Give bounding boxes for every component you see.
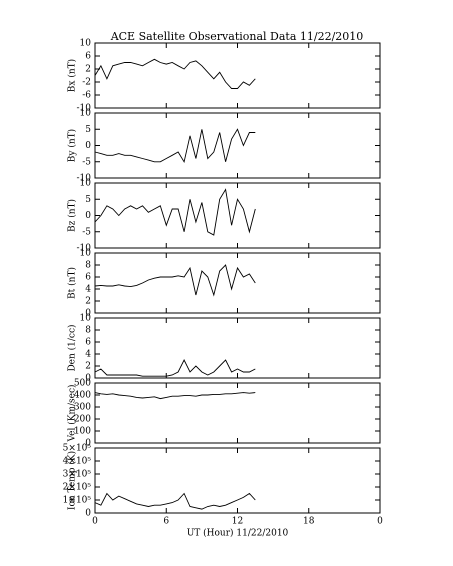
y-tick-label: 0 <box>85 141 91 151</box>
y-tick-label: 4 <box>85 285 91 295</box>
y-axis-label: Bt (nT) <box>67 267 78 299</box>
y-tick-label: 300 <box>74 403 91 413</box>
y-tick-label: 6 <box>85 273 91 283</box>
x-tick-label: 12 <box>232 517 243 527</box>
data-line <box>94 392 256 400</box>
y-tick-label: 2 <box>85 362 91 372</box>
panel-frame <box>94 112 381 179</box>
y-tick-label: 4 <box>85 350 91 360</box>
y-axis-label: By (nT) <box>67 129 78 162</box>
y-tick-label: 10 <box>80 179 92 189</box>
y-tick-label: 1×10⁵ <box>63 496 92 506</box>
x-tick-label: 18 <box>303 517 315 527</box>
y-axis-label: Ion Temp (K) <box>67 451 78 510</box>
y-tick-label: 5 <box>85 125 91 135</box>
data-line <box>94 128 256 163</box>
y-tick-label: -10 <box>77 174 92 184</box>
data-line <box>94 358 256 377</box>
data-line <box>94 492 256 510</box>
y-tick-label: 0 <box>85 374 91 384</box>
y-tick-label: 2×10⁵ <box>63 483 92 493</box>
y-tick-label: 100 <box>74 427 91 437</box>
y-tick-label: 6 <box>85 52 91 62</box>
chart-title: ACE Satellite Observational Data 11/22/2… <box>110 30 364 43</box>
y-axis-label: Den (1/cc) <box>67 324 78 371</box>
y-tick-label: 0 <box>85 309 91 319</box>
y-tick-label: 2 <box>85 65 91 75</box>
y-tick-label: 10 <box>80 109 92 119</box>
y-tick-label: 500 <box>74 379 91 389</box>
x-tick-label: 0 <box>92 517 98 527</box>
y-tick-label: 200 <box>74 415 91 425</box>
y-tick-label: 10 <box>80 39 92 49</box>
panel-frame <box>94 42 381 109</box>
y-tick-label: 0 <box>85 211 91 221</box>
y-tick-label: 5 <box>85 195 91 205</box>
y-axis-label: Bz (nT) <box>67 199 78 232</box>
y-tick-label: -10 <box>77 244 92 254</box>
data-line <box>94 264 256 297</box>
y-tick-label: 10 <box>80 314 92 324</box>
y-tick-label: 400 <box>74 391 91 401</box>
y-tick-label: 3×10⁵ <box>63 470 92 480</box>
panel-frame <box>94 382 381 444</box>
x-tick-label: 6 <box>163 517 169 527</box>
y-tick-label: 8 <box>85 326 91 336</box>
y-axis-label: Bx (nT) <box>67 59 78 92</box>
data-line <box>94 58 256 89</box>
y-tick-label: 6 <box>85 338 91 348</box>
panel-frame <box>94 182 381 249</box>
y-tick-label: 10 <box>80 249 92 259</box>
panel-frame <box>94 447 381 514</box>
y-tick-label: 4×10⁵ <box>63 457 92 467</box>
y-tick-label: 2 <box>85 297 91 307</box>
y-axis-label: Vel (Km/sec) <box>67 384 78 442</box>
y-tick-label: 5×10⁵ <box>63 444 92 454</box>
y-tick-label: 0 <box>85 509 91 519</box>
y-tick-label: -2 <box>82 78 91 88</box>
y-tick-label: -5 <box>82 227 91 237</box>
panel-frame <box>94 252 381 314</box>
y-tick-label: -6 <box>82 91 91 101</box>
y-tick-label: -5 <box>82 157 91 167</box>
data-line <box>94 188 256 236</box>
y-tick-label: -10 <box>77 104 92 114</box>
y-tick-label: 0 <box>85 439 91 449</box>
y-tick-label: 8 <box>85 261 91 271</box>
x-axis-label: UT (Hour) 11/22/2010 <box>187 528 289 539</box>
x-tick-label: 0 <box>377 517 383 527</box>
